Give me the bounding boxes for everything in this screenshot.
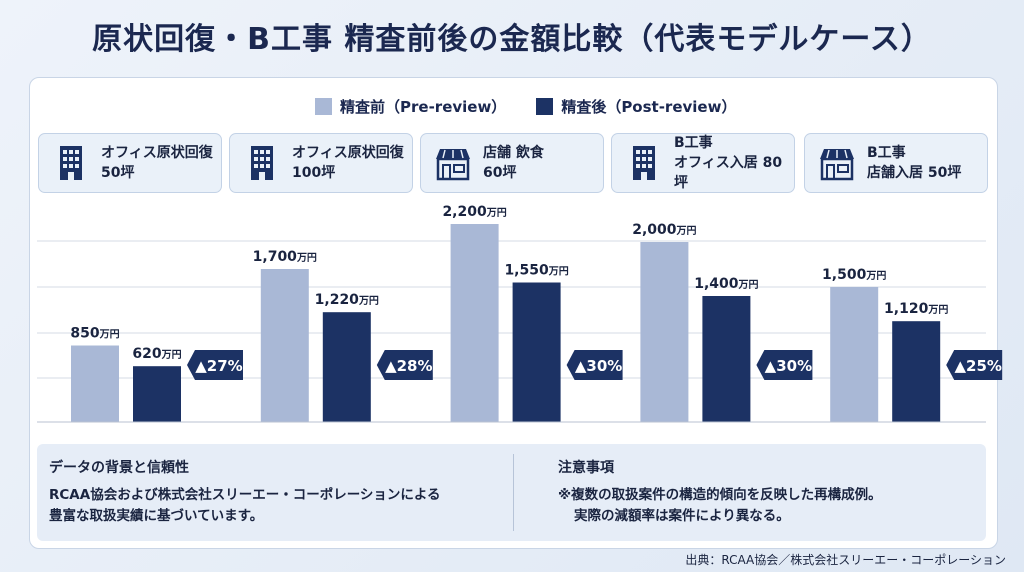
notes-right-line2: 実際の減額率は案件により異なる。 [574, 508, 790, 524]
bar-post [702, 296, 751, 422]
bar-post [322, 312, 371, 422]
bar-post [892, 321, 941, 422]
reduction-badge [946, 350, 1003, 380]
bar-pre [830, 287, 879, 422]
reduction-badge [376, 350, 433, 380]
data-label-post: 1,550万円 [504, 263, 568, 279]
data-label-post: 1,400万円 [694, 276, 758, 292]
notes-left: データの背景と信頼性 RCAA協会および株式会社スリーエー・コーポレーションによ… [49, 458, 441, 527]
notes-right-line1: ※複数の取扱案件の構造的傾向を反映した再構成例。 [558, 487, 882, 503]
card-line1: B工事 [674, 135, 713, 151]
bar-post [512, 282, 561, 422]
category-card-3: 店舗 飲食 60坪 [420, 133, 604, 193]
card-line2: 店舗入居 50坪 [867, 165, 962, 181]
bar-chart: 850万円 620万円 ▲27% 1,700万円 1,220万円 ▲28% 2,200万円 1… [37, 204, 1003, 423]
category-card-2: オフィス原状回復 100坪 [229, 133, 413, 193]
category-card-5: B工事店舗入居 50坪 [804, 133, 988, 193]
source-credit: 出典：RCAA協会／株式会社スリーエー・コーポレーション [685, 553, 1006, 567]
reduction-badge [756, 350, 813, 380]
data-label-post: 620万円 [132, 346, 181, 362]
reduction-label: ▲27% [195, 357, 242, 375]
notes-left-line2: 豊富な取扱実績に基づいています。 [49, 508, 264, 524]
office-building-icon [251, 146, 273, 180]
legend-swatch-pre [315, 97, 332, 115]
bar-pre [260, 269, 309, 422]
notes-right: 注意事項 ※複数の取扱案件の構造的傾向を反映した再構成例。 実際の減額率は案件に… [558, 458, 882, 527]
page-title: 原状回復・B工事 精査前後の金額比較（代表モデルケース） [92, 22, 932, 57]
reduction-label: ▲25% [954, 357, 1001, 375]
reduction-label: ▲30% [765, 357, 812, 375]
office-building-icon [60, 146, 82, 180]
notes-right-heading: 注意事項 [558, 460, 614, 476]
card-line2: 60坪 [483, 165, 517, 181]
card-line1: 店舗 飲食 [483, 145, 544, 161]
bar-pre [450, 224, 499, 422]
bar-pre [71, 345, 119, 422]
notes-box: データの背景と信頼性 RCAA協会および株式会社スリーエー・コーポレーションによ… [37, 444, 986, 541]
legend-item-post: 精査後（Post-review） [536, 96, 736, 117]
category-card-4: B工事オフィス入居 80坪 [611, 133, 795, 193]
data-label-pre: 2,000万円 [632, 222, 696, 238]
card-line2: オフィス入居 80坪 [674, 155, 783, 191]
card-line1: オフィス原状回復 [101, 145, 213, 161]
data-label-post: 1,120万円 [884, 301, 948, 317]
reduction-label: ▲28% [385, 357, 432, 375]
card-line1: オフィス原状回復 [292, 145, 404, 161]
reduction-badge [187, 350, 243, 380]
chart-legend: 精査前（Pre-review） 精査後（Post-review） [315, 96, 766, 116]
card-line1: B工事 [867, 145, 906, 161]
notes-divider [513, 454, 514, 531]
storefront-icon [436, 149, 470, 181]
category-card-1: オフィス原状回復 50坪 [38, 133, 222, 193]
notes-left-heading: データの背景と信頼性 [49, 460, 189, 476]
bar-pre [640, 242, 689, 422]
legend-label-post: 精査後（Post-review） [561, 97, 737, 116]
notes-left-line1: RCAA協会および株式会社スリーエー・コーポレーションによる [49, 487, 441, 503]
data-label-pre: 850万円 [70, 326, 119, 342]
reduction-badge [566, 350, 623, 380]
storefront-icon [820, 149, 854, 181]
reduction-label: ▲30% [575, 357, 622, 375]
data-label-pre: 1,700万円 [253, 249, 317, 265]
legend-item-pre: 精査前（Pre-review） [315, 96, 506, 117]
data-label-post: 1,220万円 [315, 292, 379, 308]
bar-post [133, 366, 181, 422]
card-line2: 50坪 [101, 165, 135, 181]
data-label-pre: 2,200万円 [442, 204, 506, 220]
legend-swatch-post [536, 97, 554, 115]
data-label-pre: 1,500万円 [822, 267, 886, 283]
office-building-icon [633, 146, 655, 180]
legend-label-pre: 精査前（Pre-review） [340, 97, 507, 116]
card-line2: 100坪 [292, 165, 336, 181]
